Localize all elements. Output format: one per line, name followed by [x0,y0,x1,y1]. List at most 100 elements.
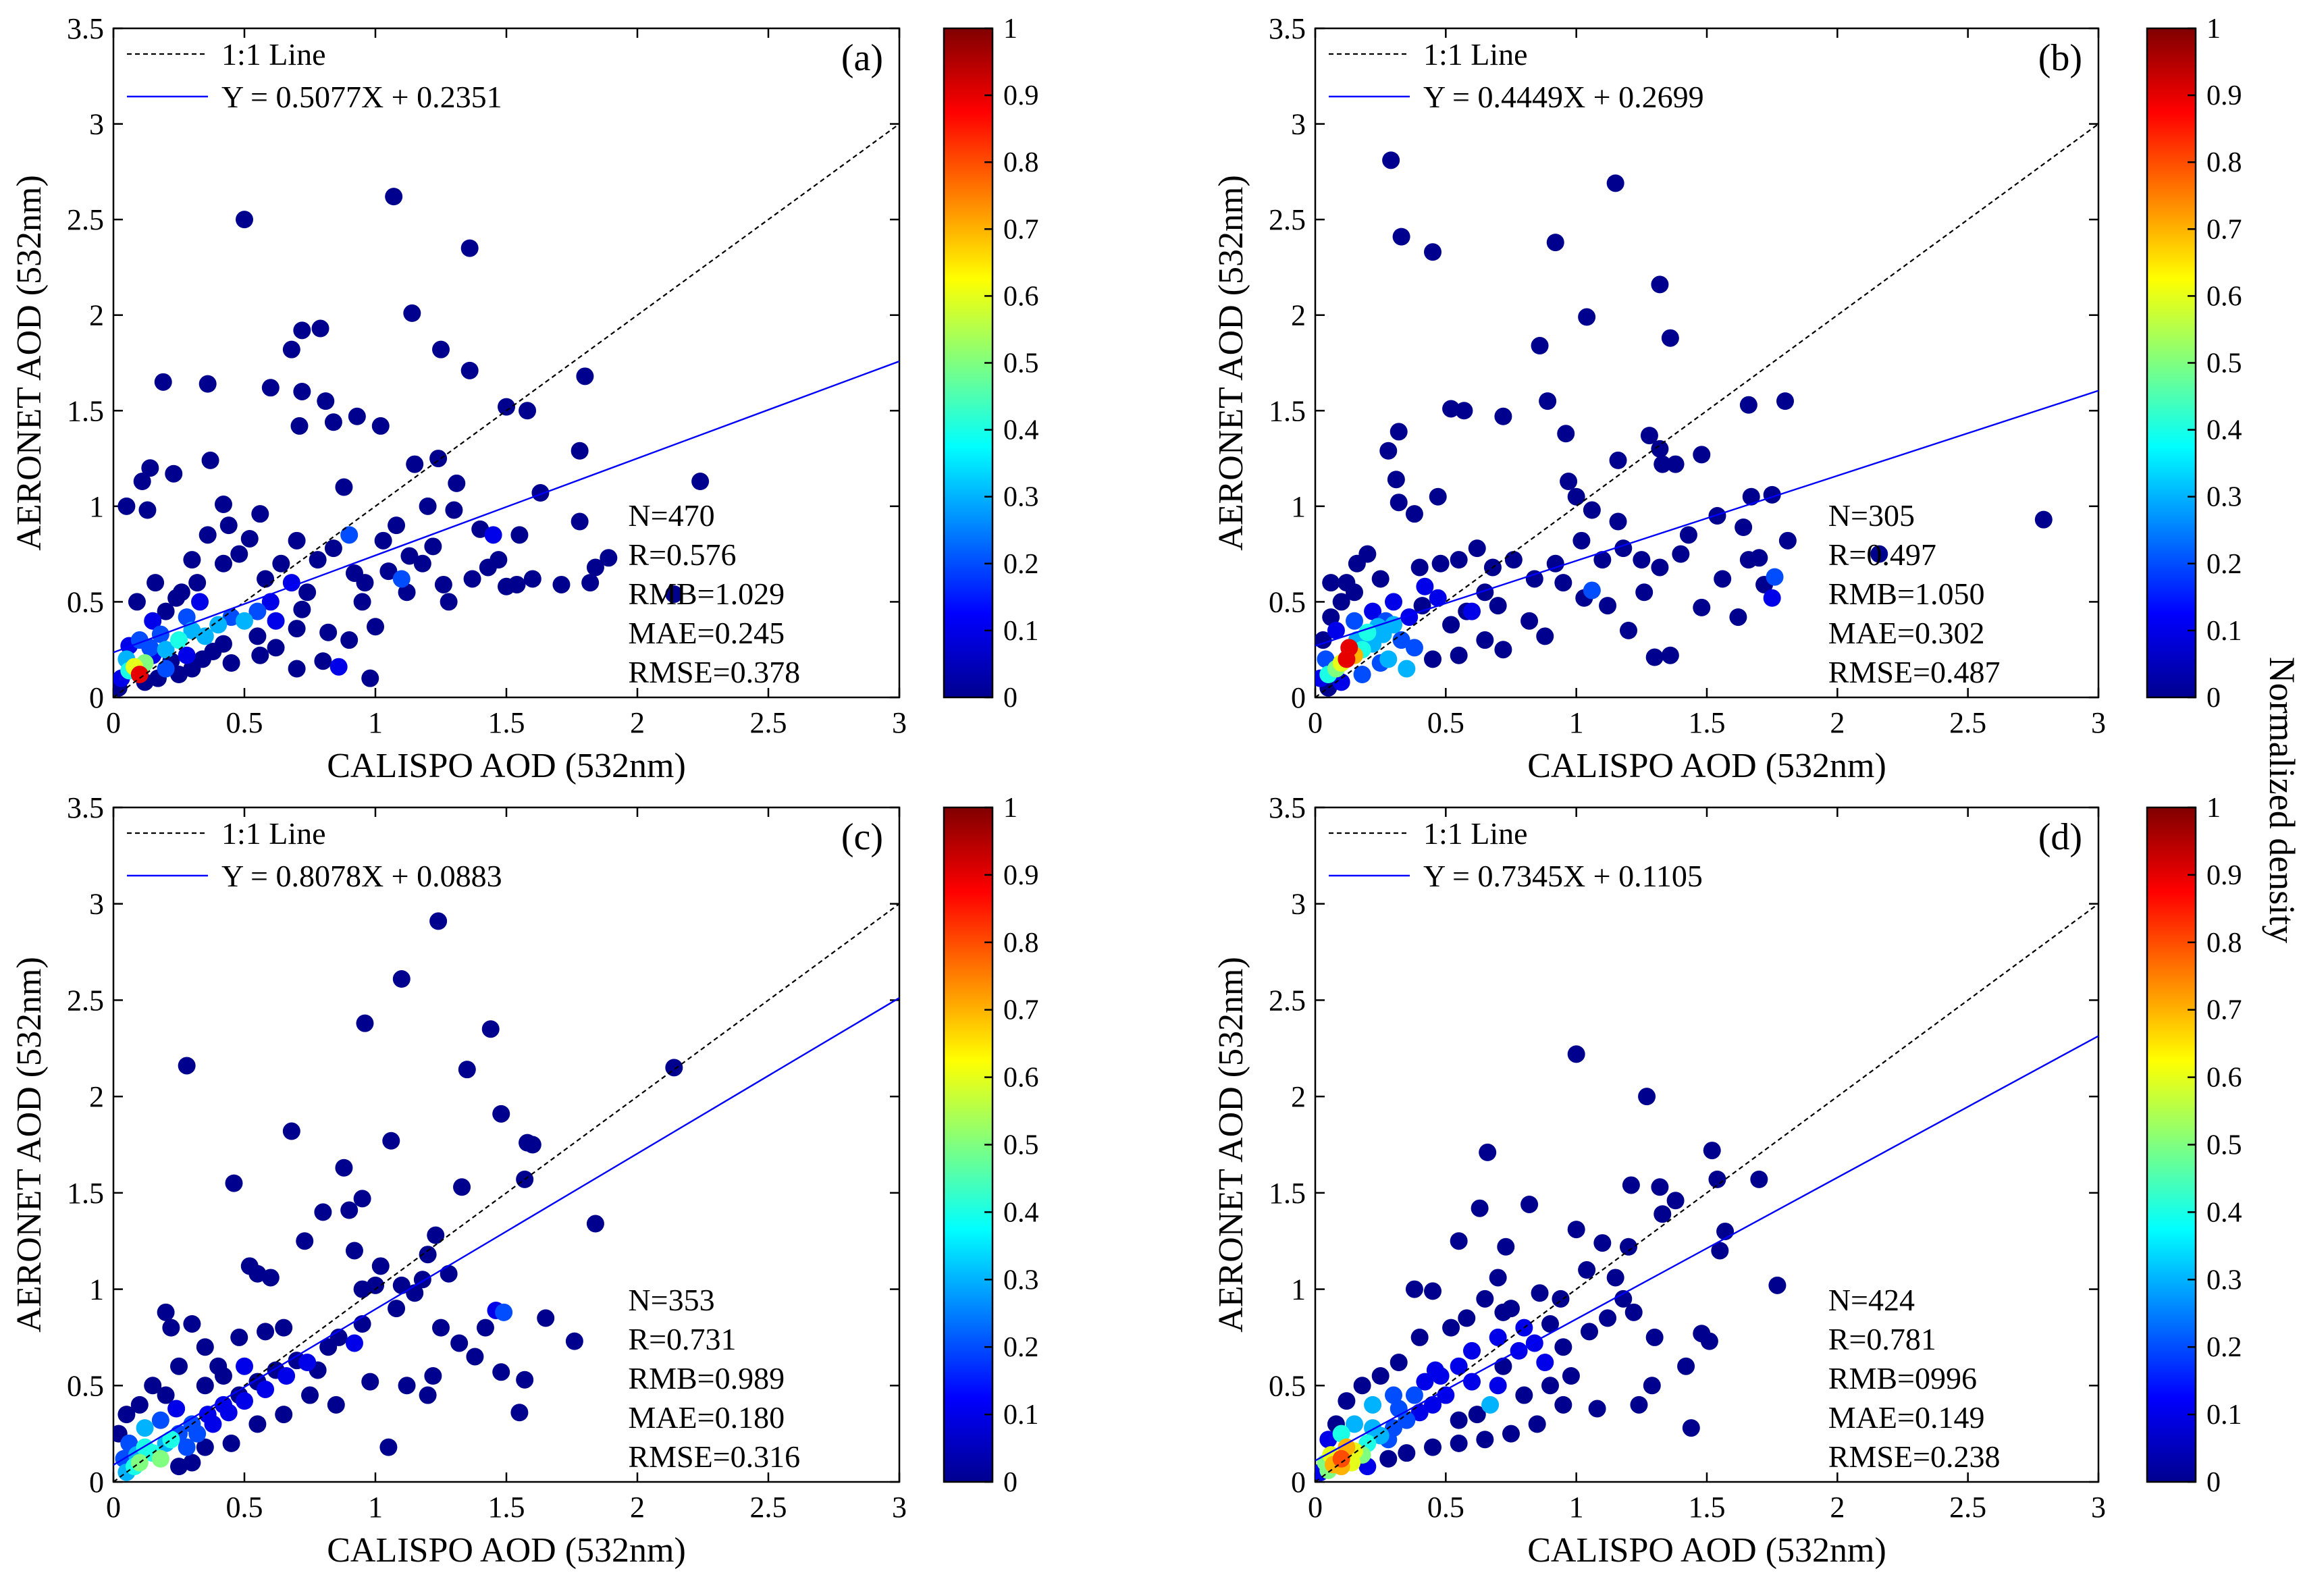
data-point [379,562,398,581]
data-point [440,593,458,611]
legend-fit-label: Y = 0.4449X + 0.2699 [1423,80,1704,114]
scatter-points [113,188,710,697]
data-point [170,1357,188,1375]
y-tick-label: 0 [1291,1466,1306,1499]
data-point [165,464,183,483]
data-point [275,1406,293,1424]
data-point [1633,551,1651,569]
data-point [1416,1373,1434,1391]
data-point [1557,425,1575,443]
colorbar-tick-label: 0.6 [2206,1063,2242,1094]
data-point [1390,494,1408,512]
data-point [413,554,431,573]
legend-fit-label: Y = 0.8078X + 0.0883 [221,859,502,893]
colorbar-tick-label: 0.4 [1003,415,1039,446]
data-point [178,1057,196,1075]
data-point [571,442,589,460]
x-tick-label: 3 [892,706,907,739]
y-tick-label: 1 [89,1273,104,1306]
y-tick-label: 3.5 [1269,791,1306,824]
data-point [257,1323,275,1341]
data-point [1583,501,1601,519]
y-tick-label: 1.5 [1269,394,1306,427]
data-point [1450,1232,1468,1250]
data-point [379,1438,398,1456]
data-point [571,512,589,531]
panel-d: 0 0.5 1 1.5 2 2.5 3 0 0.5 1 1.5 2 2.5 3 3.5 CALISPO AOD… [1212,791,2106,1570]
data-point [1870,545,1888,563]
data-point [453,1178,471,1196]
data-point [427,1226,445,1244]
data-point [424,537,442,556]
data-point [327,1395,345,1414]
data-point [1392,631,1410,649]
x-tick-label: 1 [1569,706,1584,739]
y-tick-label: 0.5 [67,585,104,618]
colorbar-tick-label: 0.6 [1003,281,1039,312]
data-point [531,484,550,502]
data-point [523,1136,541,1154]
data-point [385,188,403,206]
stat-line: R=0.497 [1828,537,1936,572]
data-point [1635,583,1654,602]
data-point [222,654,240,672]
x-tick-label: 0.5 [226,1491,263,1524]
data-point [1371,1367,1390,1385]
data-point [1742,487,1760,506]
x-tick-label: 2.5 [1949,706,1986,739]
data-point [1450,646,1468,664]
data-point [1654,455,1672,473]
data-point [1442,1319,1460,1337]
data-point [162,1319,180,1337]
legend-fit-label: Y = 0.5077X + 0.2351 [221,80,502,114]
data-point [167,589,186,607]
data-point [1624,1303,1643,1321]
y-axis-label: AERONET AOD (532nm) [1212,957,1250,1333]
data-point [196,1438,214,1456]
data-point [1593,1234,1612,1252]
data-point [1353,1377,1371,1395]
legend-one-to-one-label: 1:1 Line [221,37,326,72]
data-point [1620,1238,1637,1256]
data-point [1364,1419,1382,1437]
y-axis-label: AERONET AOD (532nm) [1212,175,1250,551]
data-point [1714,570,1732,588]
stat-line: MAE=0.302 [1828,616,1985,650]
data-point [1763,589,1781,607]
colorbar-d: 0 0.1 0.2 0.3 0.4 0.5 0.6 0.7 0.8 0.9 1 [2146,793,2242,1498]
data-point [1672,545,1690,563]
data-point [335,478,353,496]
data-point [257,1380,275,1398]
x-tick-label: 0.5 [1427,1491,1464,1524]
stat-line: RMSE=0.487 [1828,655,2001,689]
x-tick-label: 2.5 [750,1491,787,1524]
data-point [1554,1395,1572,1414]
data-point [1546,234,1564,252]
data-point [691,473,710,491]
data-point [251,646,269,664]
data-point [1338,1392,1356,1410]
data-point [1429,487,1447,506]
stat-line: RMSE=0.238 [1828,1439,2001,1474]
data-point [1346,583,1363,602]
colorbar-tick-label: 0 [2206,683,2221,714]
data-point [1638,1088,1656,1106]
data-point [1729,608,1747,627]
data-point [298,1354,317,1372]
data-point [178,646,196,664]
data-point [450,1334,469,1352]
data-point [1385,1386,1402,1404]
data-point [1450,1357,1468,1375]
data-point [1739,396,1757,414]
data-point [275,1319,293,1337]
colorbar-tick-label: 0.5 [2206,1130,2242,1161]
stat-line: N=353 [628,1283,714,1317]
stat-line: RMSE=0.316 [628,1439,800,1474]
data-point [581,574,600,592]
data-point [1400,608,1419,627]
data-point [460,361,479,379]
colorbar-tick-label: 0 [1003,683,1017,714]
data-point [1588,1400,1606,1418]
data-point [424,1367,442,1385]
y-tick-label: 1 [1291,490,1306,523]
